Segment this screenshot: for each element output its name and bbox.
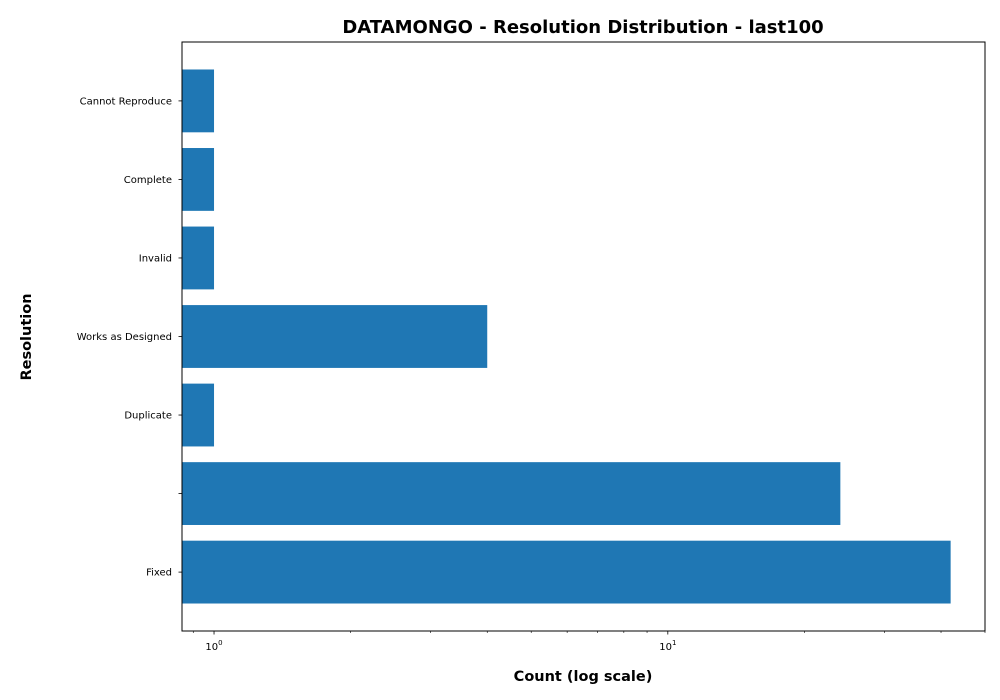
bar-works-as-designed <box>182 305 488 368</box>
y-tick-label: Duplicate <box>124 411 172 422</box>
y-ticks-group: Fixed Duplicate Works as Designed Invalid Co… <box>77 97 182 579</box>
y-tick-label: Fixed <box>146 568 172 579</box>
x-tick-label: 101 <box>659 639 676 653</box>
bars-group <box>182 69 951 604</box>
y-tick-label: Cannot Reproduce <box>80 97 172 108</box>
y-tick-label: Invalid <box>139 254 172 265</box>
bar-fixed <box>182 540 951 604</box>
bar-cannot-reproduce <box>182 69 215 133</box>
bar-blank-1 <box>182 462 841 525</box>
x-axis-label: Count (log scale) <box>514 669 653 685</box>
y-tick-label: Works as Designed <box>77 332 172 343</box>
x-ticks-group: 100 101 <box>192 631 986 653</box>
x-tick-label: 100 <box>205 639 222 653</box>
bar-complete <box>182 148 215 211</box>
bar-duplicate <box>182 383 215 447</box>
plot-frame <box>181 41 986 632</box>
y-tick-label: Complete <box>124 175 172 186</box>
chart-title: DATAMONGO - Resolution Distribution - la… <box>342 17 823 38</box>
y-axis-label: Resolution <box>19 293 35 380</box>
bar-invalid <box>182 226 215 290</box>
